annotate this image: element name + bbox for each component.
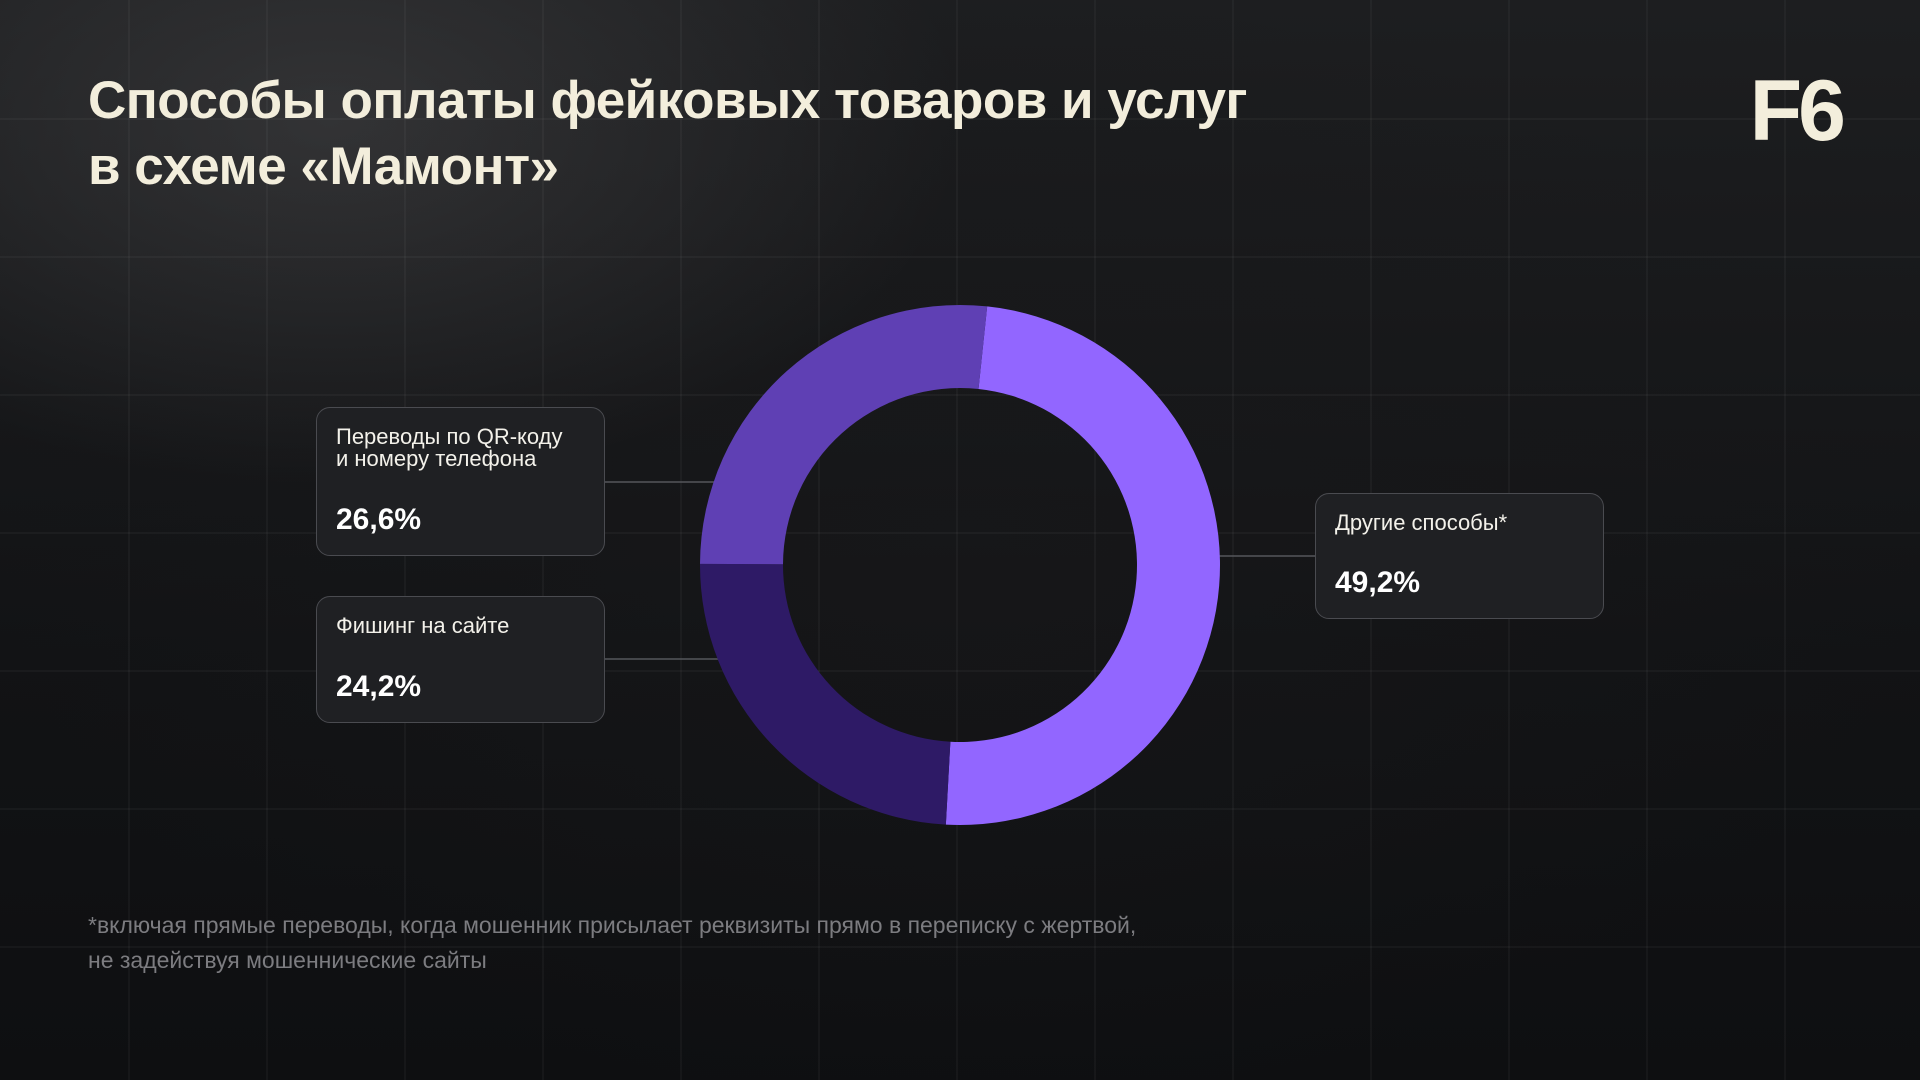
callout-value: 24,2% <box>336 670 422 703</box>
callout-value: 49,2% <box>1335 566 1421 599</box>
callout-other-methods: Другие способы* 49,2% <box>1315 493 1604 619</box>
footnote: *включая прямые переводы, когда мошенник… <box>88 908 1136 978</box>
donut-slices <box>699 304 1220 825</box>
footnote-line-2: не задействуя мошеннические сайты <box>88 947 487 973</box>
donut-slice-3 <box>700 304 988 565</box>
page-title-line-1: Способы оплаты фейковых товаров и услуг <box>88 71 1248 130</box>
callout-label-line: Переводы по QR-коду <box>336 424 563 449</box>
f6-logo: F6 <box>1749 63 1846 159</box>
callout-value: 26,6% <box>336 503 422 536</box>
callout-label-line: Другие способы* <box>1335 510 1508 535</box>
callout-label-line: Фишинг на сайте <box>336 613 510 638</box>
donut-slice-1 <box>945 306 1220 825</box>
page-title: Способы оплаты фейковых товаров и услуг … <box>88 68 1328 200</box>
callout-phishing: Фишинг на сайте 24,2% <box>316 596 605 723</box>
callout-label: Фишинг на сайте <box>336 615 584 637</box>
callout-label: Переводы по QR-коду и номеру телефона <box>336 426 584 470</box>
callout-label: Другие способы* <box>1335 512 1583 534</box>
callout-qr-transfers: Переводы по QR-коду и номеру телефона 26… <box>316 407 605 556</box>
page-title-line-2: в схеме «Мамонт» <box>88 137 559 196</box>
footnote-line-1: *включая прямые переводы, когда мошенник… <box>88 912 1137 938</box>
callout-label-line: и номеру телефона <box>336 446 537 471</box>
donut-slice-2 <box>699 563 951 825</box>
connector-lines <box>605 481 1315 660</box>
